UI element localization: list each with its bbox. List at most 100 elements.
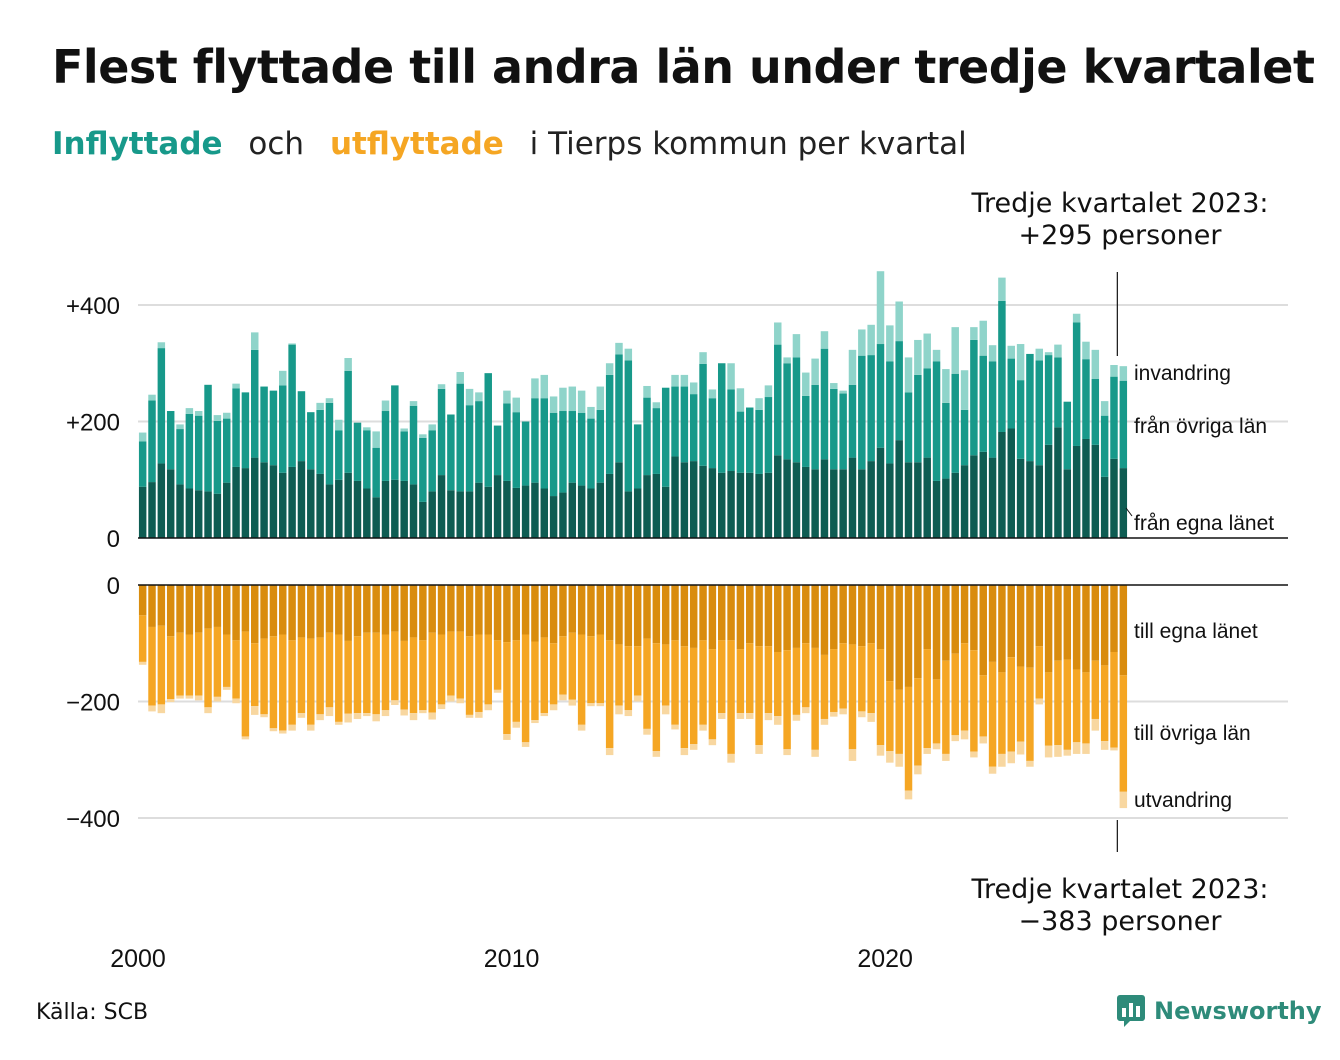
bar-in-1-84 — [923, 368, 931, 458]
bar-in-1-102 — [1091, 378, 1100, 445]
bar-out-2-85 — [932, 743, 941, 750]
bar-out-2-65 — [746, 713, 754, 719]
bar-in-2-57 — [671, 374, 679, 387]
bar-out-1-48 — [587, 636, 595, 704]
bar-in-1-70 — [792, 357, 801, 463]
bar-in-0-59 — [689, 461, 698, 538]
bar-in-0-66 — [755, 473, 763, 538]
bar-out-2-5 — [185, 695, 194, 699]
bar-in-0-29 — [409, 484, 418, 538]
bar-out-0-86 — [942, 585, 950, 661]
bar-out-0-65 — [746, 585, 754, 644]
bar-in-1-91 — [988, 361, 997, 458]
bar-in-0-90 — [979, 451, 987, 538]
bar-in-2-74 — [830, 383, 838, 389]
bar-out-1-13 — [260, 638, 268, 715]
bar-out-1-101 — [1082, 672, 1090, 744]
bar-out-1-24 — [363, 632, 371, 714]
bar-in-2-92 — [998, 277, 1006, 301]
bar-in-1-15 — [279, 385, 287, 473]
bar-in-2-103 — [1100, 401, 1109, 416]
bar-in-2-19 — [316, 402, 324, 410]
bar-in-0-40 — [512, 487, 520, 538]
bar-in-2-59 — [689, 382, 698, 395]
bar-in-1-68 — [774, 344, 782, 456]
bar-out-2-12 — [251, 706, 259, 715]
bar-in-2-25 — [372, 431, 380, 448]
bar-out-0-92 — [998, 585, 1006, 673]
newsworthy-logo[interactable]: Newsworthy — [1116, 994, 1322, 1028]
bar-in-0-60 — [699, 465, 707, 538]
bar-out-2-102 — [1091, 718, 1100, 731]
bar-in-1-23 — [353, 422, 362, 481]
bar-in-2-64 — [736, 388, 745, 412]
bar-out-0-12 — [251, 585, 259, 644]
bar-in-0-32 — [437, 475, 446, 538]
bar-in-1-47 — [577, 412, 586, 486]
bar-out-1-49 — [596, 634, 605, 704]
bar-in-1-17 — [297, 391, 306, 462]
bar-out-0-16 — [288, 585, 296, 641]
bar-out-2-42 — [531, 720, 539, 724]
y-tick-in-label: 0 — [107, 526, 120, 553]
bar-in-0-74 — [830, 469, 838, 538]
bar-out-1-20 — [325, 632, 334, 708]
bar-in-0-42 — [531, 482, 539, 538]
bar-in-0-91 — [988, 457, 997, 538]
bar-in-2-52 — [624, 348, 633, 361]
bar-out-2-59 — [689, 744, 698, 750]
bar-out-1-8 — [213, 626, 222, 697]
bar-in-0-50 — [605, 473, 614, 538]
bar-in-0-63 — [727, 471, 735, 538]
bar-in-2-97 — [1044, 352, 1053, 356]
bar-in-1-98 — [1054, 357, 1062, 428]
bar-out-0-99 — [1063, 585, 1072, 660]
bar-out-1-89 — [970, 650, 978, 752]
bar-out-2-11 — [241, 736, 250, 740]
bar-in-2-93 — [1007, 345, 1015, 359]
bar-in-2-94 — [1016, 344, 1025, 381]
bar-in-0-34 — [456, 491, 464, 538]
bar-out-1-65 — [746, 643, 754, 714]
bar-out-0-14 — [269, 585, 278, 637]
bar-in-1-2 — [157, 348, 166, 464]
bar-in-0-28 — [400, 480, 408, 538]
bar-out-2-77 — [858, 711, 866, 718]
bar-in-0-48 — [587, 488, 595, 538]
bar-in-2-44 — [549, 396, 558, 413]
bar-in-1-89 — [970, 339, 978, 456]
bar-out-2-7 — [204, 707, 212, 714]
bar-in-0-44 — [549, 496, 558, 538]
bar-out-2-45 — [559, 694, 567, 701]
y-tick-out-label: −400 — [66, 806, 120, 833]
bar-in-0-15 — [279, 472, 287, 538]
bar-out-0-37 — [484, 585, 492, 635]
bar-in-2-42 — [531, 378, 539, 399]
bar-out-2-104 — [1110, 747, 1118, 751]
bar-in-1-24 — [363, 430, 371, 489]
x-tick-label: 2020 — [857, 945, 913, 973]
bar-out-2-62 — [717, 713, 726, 719]
bar-in-1-18 — [307, 412, 315, 470]
bar-out-1-29 — [409, 637, 418, 714]
bar-in-2-45 — [559, 387, 567, 412]
bar-in-1-46 — [568, 411, 577, 483]
bar-in-2-98 — [1054, 344, 1062, 358]
bar-in-2-46 — [568, 386, 577, 412]
bar-in-0-12 — [251, 457, 259, 538]
bar-in-0-76 — [848, 457, 857, 538]
bar-in-1-36 — [475, 401, 483, 483]
bar-out-2-4 — [176, 695, 184, 699]
bar-out-1-71 — [802, 643, 810, 708]
bar-out-2-93 — [1007, 751, 1015, 764]
bar-in-0-10 — [232, 466, 240, 538]
bar-out-1-93 — [1007, 657, 1015, 752]
bar-out-1-67 — [764, 646, 773, 714]
bar-in-1-38 — [493, 425, 502, 476]
bar-in-2-67 — [764, 385, 773, 398]
bar-out-1-47 — [577, 634, 586, 725]
bar-out-2-48 — [587, 703, 595, 707]
bar-out-1-92 — [998, 672, 1006, 754]
bar-in-2-82 — [904, 357, 913, 393]
bar-in-2-69 — [783, 357, 791, 364]
